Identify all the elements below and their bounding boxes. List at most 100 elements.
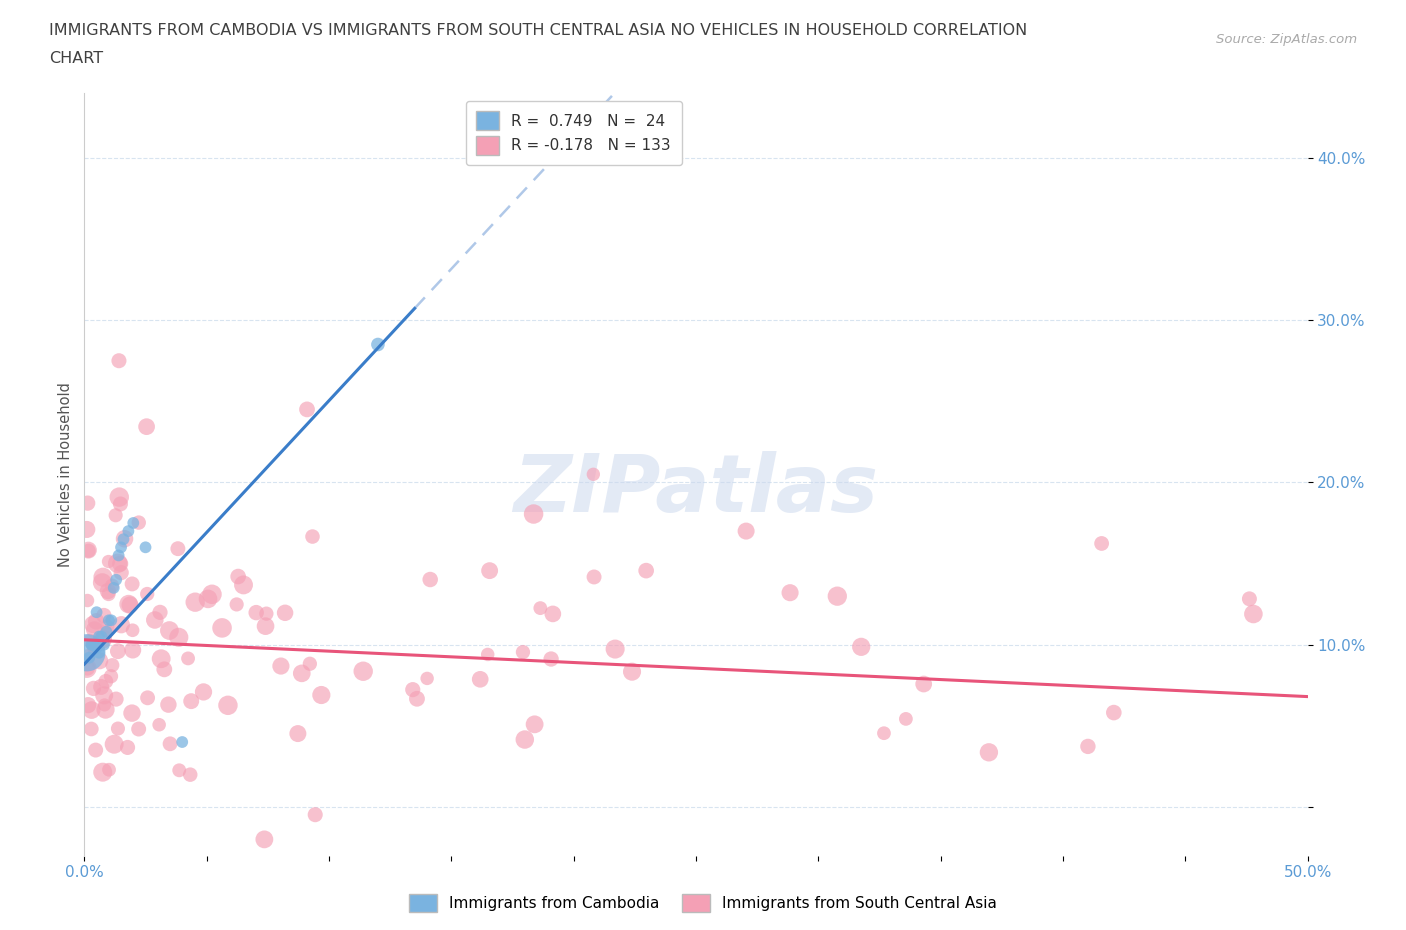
Point: [77, 650, 100, 665]
Point: [97, 613, 120, 628]
Point: [621, 664, 644, 679]
Point: [197, 591, 219, 606]
Point: [367, 337, 389, 352]
Point: [77, 543, 100, 558]
Point: [94, 674, 117, 689]
Point: [912, 677, 935, 692]
Point: [80, 637, 103, 652]
Point: [84, 614, 107, 629]
Point: [477, 647, 499, 662]
Point: [894, 711, 917, 726]
Point: [478, 564, 501, 578]
Point: [82, 638, 104, 653]
Point: [83, 681, 105, 696]
Point: [83, 642, 105, 657]
Text: ZIPatlas: ZIPatlas: [513, 450, 879, 528]
Point: [540, 652, 562, 667]
Point: [143, 613, 166, 628]
Point: [83, 637, 105, 652]
Point: [245, 605, 267, 620]
Point: [873, 725, 896, 740]
Point: [108, 490, 131, 505]
Point: [470, 671, 492, 686]
Point: [108, 556, 131, 571]
Point: [225, 597, 247, 612]
Point: [97, 584, 120, 599]
Point: [107, 556, 129, 571]
Point: [605, 642, 627, 657]
Point: [977, 745, 1000, 760]
Point: [101, 578, 124, 593]
Point: [76, 660, 98, 675]
Point: [87, 629, 110, 644]
Point: [122, 515, 145, 530]
Point: [96, 619, 118, 634]
Point: [121, 706, 143, 721]
Point: [76, 660, 98, 675]
Point: [91, 631, 114, 646]
Point: [80, 637, 103, 652]
Point: [211, 620, 233, 635]
Point: [406, 691, 429, 706]
Point: [107, 721, 129, 736]
Point: [86, 641, 108, 656]
Point: [254, 606, 277, 621]
Point: [148, 717, 170, 732]
Point: [121, 577, 143, 591]
Point: [128, 515, 150, 530]
Point: [76, 522, 98, 537]
Point: [287, 726, 309, 741]
Point: [193, 684, 215, 699]
Legend: Immigrants from Cambodia, Immigrants from South Central Asia: Immigrants from Cambodia, Immigrants fro…: [404, 888, 1002, 918]
Point: [96, 624, 118, 639]
Point: [1091, 536, 1114, 551]
Point: [82, 617, 104, 631]
Point: [523, 717, 546, 732]
Point: [121, 643, 143, 658]
Point: [513, 732, 536, 747]
Point: [93, 608, 115, 623]
Point: [201, 587, 224, 602]
Point: [150, 651, 173, 666]
Point: [291, 666, 314, 681]
Point: [512, 644, 534, 659]
Point: [112, 532, 135, 547]
Point: [110, 540, 132, 555]
Point: [311, 687, 333, 702]
Point: [77, 698, 100, 712]
Point: [84, 743, 107, 758]
Point: [157, 698, 180, 712]
Point: [180, 694, 202, 709]
Point: [121, 623, 143, 638]
Point: [136, 690, 159, 705]
Point: [77, 543, 100, 558]
Point: [76, 645, 98, 660]
Point: [117, 597, 139, 612]
Point: [159, 737, 181, 751]
Point: [104, 508, 127, 523]
Point: [80, 703, 103, 718]
Text: IMMIGRANTS FROM CAMBODIA VS IMMIGRANTS FROM SOUTH CENTRAL ASIA NO VEHICLES IN HO: IMMIGRANTS FROM CAMBODIA VS IMMIGRANTS F…: [49, 23, 1028, 38]
Point: [851, 640, 873, 655]
Point: [232, 578, 254, 592]
Point: [184, 595, 207, 610]
Point: [226, 569, 249, 584]
Point: [167, 763, 190, 777]
Point: [1241, 606, 1264, 621]
Point: [103, 737, 125, 751]
Point: [298, 657, 321, 671]
Point: [295, 402, 318, 417]
Point: [114, 531, 136, 546]
Point: [76, 496, 98, 511]
Point: [77, 649, 100, 664]
Point: [93, 637, 115, 652]
Point: [416, 671, 439, 685]
Point: [135, 419, 157, 434]
Point: [352, 664, 374, 679]
Point: [97, 587, 120, 602]
Point: [304, 807, 326, 822]
Point: [107, 644, 129, 658]
Point: [128, 722, 150, 737]
Point: [167, 630, 190, 644]
Point: [89, 654, 111, 669]
